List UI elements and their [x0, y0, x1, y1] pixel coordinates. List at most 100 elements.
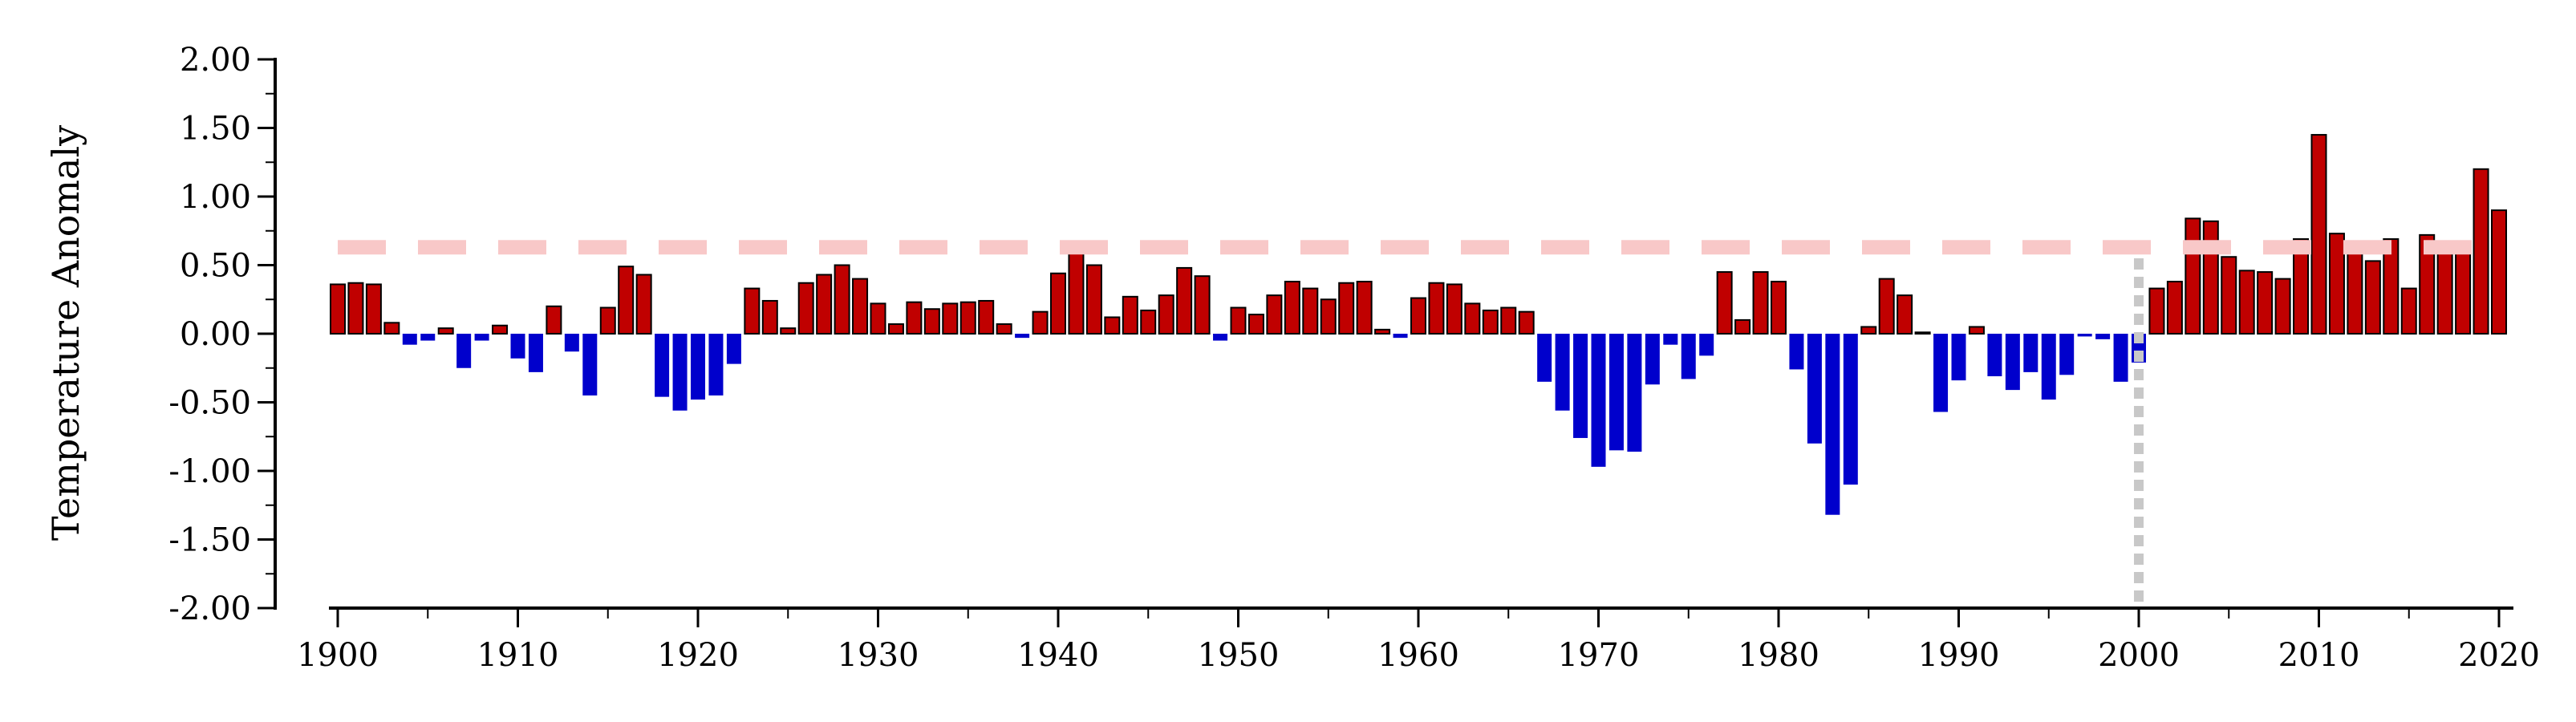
bar-2009 — [2293, 238, 2310, 335]
bar-1906 — [437, 327, 454, 335]
bar-2008 — [2274, 278, 2291, 335]
reference-lines — [338, 240, 2499, 602]
bar-1938 — [1015, 334, 1030, 339]
bar-1930 — [870, 302, 886, 335]
bar-1948 — [1194, 275, 1211, 335]
bar-1974 — [1663, 334, 1678, 345]
bar-1904 — [402, 334, 417, 345]
bar-1983 — [1825, 334, 1840, 515]
bar-1920 — [691, 334, 705, 400]
y-tick-label: 1.00 — [180, 179, 251, 216]
x-tick-label: 1940 — [1017, 637, 1099, 674]
bar-1947 — [1176, 266, 1193, 335]
bar-1925 — [780, 327, 797, 335]
bar-1932 — [906, 301, 923, 335]
bar-1903 — [383, 322, 400, 335]
bar-1911 — [528, 334, 543, 372]
x-tick-label: 2020 — [2458, 637, 2540, 674]
bar-1917 — [635, 274, 652, 335]
bar-1969 — [1573, 334, 1588, 438]
bar-1902 — [365, 283, 382, 335]
bar-2012 — [2347, 247, 2363, 335]
bar-1975 — [1681, 334, 1696, 379]
x-tick-label: 2000 — [2098, 637, 2180, 674]
bar-1967 — [1537, 334, 1552, 382]
bar-1928 — [834, 264, 850, 335]
bar-1924 — [761, 299, 778, 335]
x-tick-label: 1920 — [657, 637, 739, 674]
bar-1908 — [474, 334, 489, 341]
bar-2020 — [2491, 209, 2507, 335]
bar-1995 — [2041, 334, 2056, 400]
bar-1986 — [1878, 278, 1895, 335]
bar-2005 — [2221, 256, 2237, 335]
y-tick-label: -1.00 — [168, 453, 251, 490]
bar-1927 — [816, 274, 833, 335]
bar-1963 — [1464, 302, 1481, 335]
bar-1990 — [1951, 334, 1966, 381]
bar-2016 — [2419, 233, 2436, 335]
y-tick-label: 1.50 — [180, 111, 251, 148]
x-tick-label: 1990 — [1918, 637, 2000, 674]
bar-1954 — [1302, 287, 1319, 335]
bar-1913 — [564, 334, 579, 352]
bar-2015 — [2400, 287, 2417, 335]
bar-2018 — [2455, 245, 2472, 335]
bars — [330, 134, 2507, 515]
bar-1951 — [1247, 314, 1264, 335]
x-tick-label: 1900 — [297, 637, 379, 674]
bar-1981 — [1789, 334, 1804, 370]
y-tick-label: -2.00 — [168, 590, 251, 627]
bar-1970 — [1591, 334, 1606, 467]
bar-1900 — [330, 283, 346, 335]
bar-2019 — [2473, 168, 2489, 335]
bar-2001 — [2148, 287, 2165, 335]
y-axis: 2.00 1.50 1.00 0.50 0.00 -0.50 -1.00 -1.50 -2.00 — [168, 42, 277, 627]
y-axis-title: Temperature Anomaly — [44, 125, 87, 541]
bar-1976 — [1699, 334, 1714, 356]
bar-1965 — [1500, 306, 1517, 335]
bar-1972 — [1627, 334, 1642, 452]
x-tick-label: 1970 — [1558, 637, 1640, 674]
bar-1935 — [959, 301, 976, 335]
bar-1909 — [492, 324, 509, 335]
bar-1929 — [852, 278, 869, 335]
y-tick-label: -0.50 — [168, 385, 251, 422]
bar-1933 — [923, 308, 940, 335]
bar-1934 — [942, 302, 959, 335]
bar-1940 — [1050, 272, 1066, 335]
bar-1989 — [1933, 334, 1949, 412]
bar-1936 — [978, 299, 995, 335]
bar-1945 — [1140, 309, 1157, 335]
bar-1914 — [582, 334, 598, 395]
bar-1994 — [2023, 334, 2038, 372]
bar-2007 — [2257, 271, 2274, 335]
y-tick-label: -1.50 — [168, 522, 251, 559]
bar-2006 — [2238, 270, 2255, 335]
y-tick-label: 0.00 — [180, 316, 251, 353]
bar-2014 — [2383, 238, 2400, 335]
x-tick-label: 1950 — [1198, 637, 1280, 674]
bar-1912 — [546, 305, 562, 335]
y-tick-label: 2.00 — [180, 42, 251, 79]
bar-1949 — [1213, 334, 1228, 341]
bar-1961 — [1428, 282, 1445, 335]
x-axis: 1900 1910 1920 1930 1940 1950 1960 1970 1980 1990… — [297, 606, 2540, 674]
bar-2017 — [2436, 245, 2453, 335]
bar-1993 — [2005, 334, 2020, 391]
bar-1919 — [672, 334, 688, 411]
bar-2002 — [2166, 281, 2183, 335]
bar-1907 — [456, 334, 472, 368]
bar-1966 — [1518, 310, 1535, 335]
bar-1973 — [1645, 334, 1660, 385]
bar-1918 — [655, 334, 670, 397]
bar-1968 — [1555, 334, 1570, 411]
bar-1985 — [1860, 326, 1877, 335]
bar-1984 — [1843, 334, 1858, 485]
bar-1922 — [726, 334, 741, 364]
bar-1921 — [708, 334, 724, 395]
bar-1939 — [1032, 310, 1049, 335]
bar-1988 — [1914, 331, 1931, 335]
